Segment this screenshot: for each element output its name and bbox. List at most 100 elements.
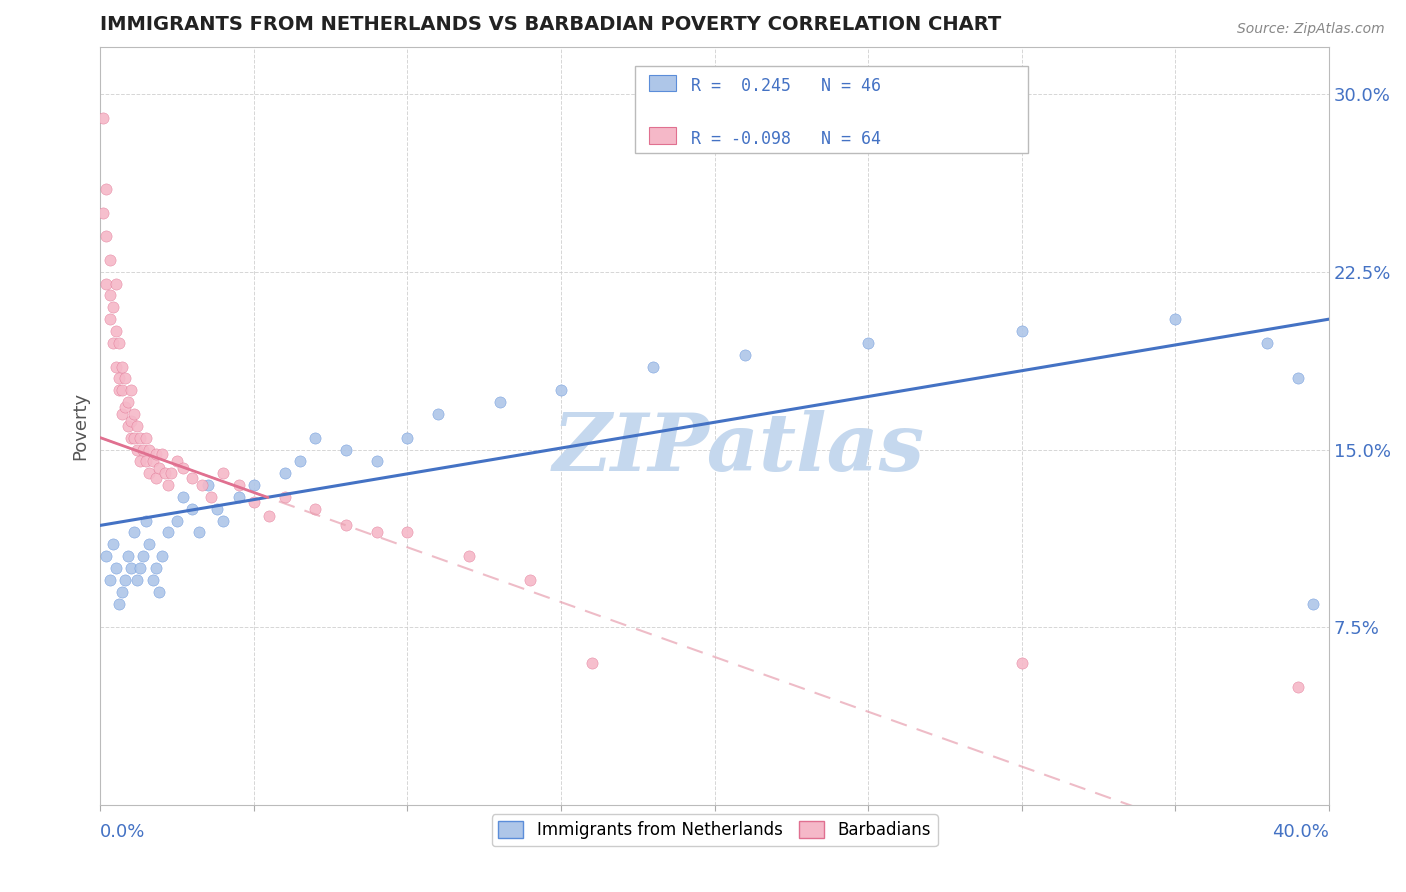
Point: [427, 407, 450, 421]
Point: [127, 442, 149, 457]
Point: [101, 301, 124, 315]
Point: [243, 478, 266, 492]
Point: [127, 418, 149, 433]
Point: [259, 508, 281, 523]
Point: [114, 400, 136, 414]
Point: [101, 537, 124, 551]
Point: [138, 442, 160, 457]
Point: [228, 478, 250, 492]
Point: [288, 454, 311, 468]
Text: IMMIGRANTS FROM NETHERLANDS VS BARBADIAN POVERTY CORRELATION CHART: IMMIGRANTS FROM NETHERLANDS VS BARBADIAN…: [100, 15, 1001, 34]
Point: [273, 467, 295, 481]
Point: [129, 561, 152, 575]
Point: [93, 205, 115, 219]
Point: [117, 395, 139, 409]
Point: [212, 467, 235, 481]
Point: [243, 494, 266, 508]
Point: [111, 359, 134, 374]
Point: [122, 407, 145, 421]
Point: [197, 478, 219, 492]
Point: [172, 490, 194, 504]
Point: [156, 478, 179, 492]
Point: [93, 111, 115, 125]
Point: [135, 514, 157, 528]
Point: [117, 418, 139, 433]
Point: [550, 384, 572, 398]
Point: [734, 348, 756, 362]
Point: [127, 573, 149, 587]
Point: [1286, 371, 1309, 385]
Point: [335, 518, 357, 533]
Point: [150, 447, 173, 461]
Point: [457, 549, 479, 564]
Point: [135, 431, 157, 445]
Point: [120, 561, 142, 575]
Point: [120, 384, 142, 398]
Point: [1164, 312, 1187, 326]
Point: [145, 561, 167, 575]
Point: [107, 335, 129, 350]
Point: [205, 501, 228, 516]
Point: [156, 525, 179, 540]
Point: [396, 431, 419, 445]
Text: 0.0%: 0.0%: [100, 823, 146, 841]
Point: [153, 467, 176, 481]
Point: [172, 461, 194, 475]
Point: [96, 182, 118, 196]
Point: [122, 431, 145, 445]
Point: [122, 525, 145, 540]
Point: [114, 371, 136, 385]
Legend: Immigrants from Netherlands, Barbadians: Immigrants from Netherlands, Barbadians: [492, 814, 938, 846]
Point: [98, 288, 121, 302]
Point: [96, 229, 118, 244]
Point: [96, 277, 118, 291]
Point: [228, 490, 250, 504]
Point: [1011, 324, 1033, 338]
Point: [104, 277, 127, 291]
Point: [166, 514, 188, 528]
Point: [273, 490, 295, 504]
Text: Source: ZipAtlas.com: Source: ZipAtlas.com: [1237, 22, 1385, 37]
Point: [104, 324, 127, 338]
Point: [120, 414, 142, 428]
Point: [1256, 335, 1278, 350]
Point: [181, 471, 204, 485]
Text: R = -0.098   N = 64: R = -0.098 N = 64: [692, 129, 882, 147]
Bar: [650, 75, 676, 91]
Bar: [650, 127, 676, 144]
Point: [117, 549, 139, 564]
Point: [107, 371, 129, 385]
Point: [111, 384, 134, 398]
Point: [145, 471, 167, 485]
Point: [135, 454, 157, 468]
Point: [166, 454, 188, 468]
Point: [160, 467, 183, 481]
Point: [114, 573, 136, 587]
Point: [107, 597, 129, 611]
Point: [138, 537, 160, 551]
Point: [148, 461, 170, 475]
Point: [190, 478, 212, 492]
Point: [98, 252, 121, 267]
Point: [142, 454, 165, 468]
Point: [132, 442, 155, 457]
Point: [111, 584, 134, 599]
Point: [856, 335, 879, 350]
Point: [142, 573, 165, 587]
Point: [138, 467, 160, 481]
Point: [643, 359, 665, 374]
Point: [396, 525, 419, 540]
Point: [129, 454, 152, 468]
Point: [1011, 656, 1033, 670]
Point: [304, 431, 326, 445]
Point: [366, 525, 388, 540]
FancyBboxPatch shape: [634, 66, 1028, 153]
Point: [148, 584, 170, 599]
Point: [150, 549, 173, 564]
Point: [1302, 597, 1324, 611]
Point: [212, 514, 235, 528]
Point: [200, 490, 222, 504]
Point: [519, 573, 541, 587]
Point: [181, 501, 204, 516]
Point: [366, 454, 388, 468]
